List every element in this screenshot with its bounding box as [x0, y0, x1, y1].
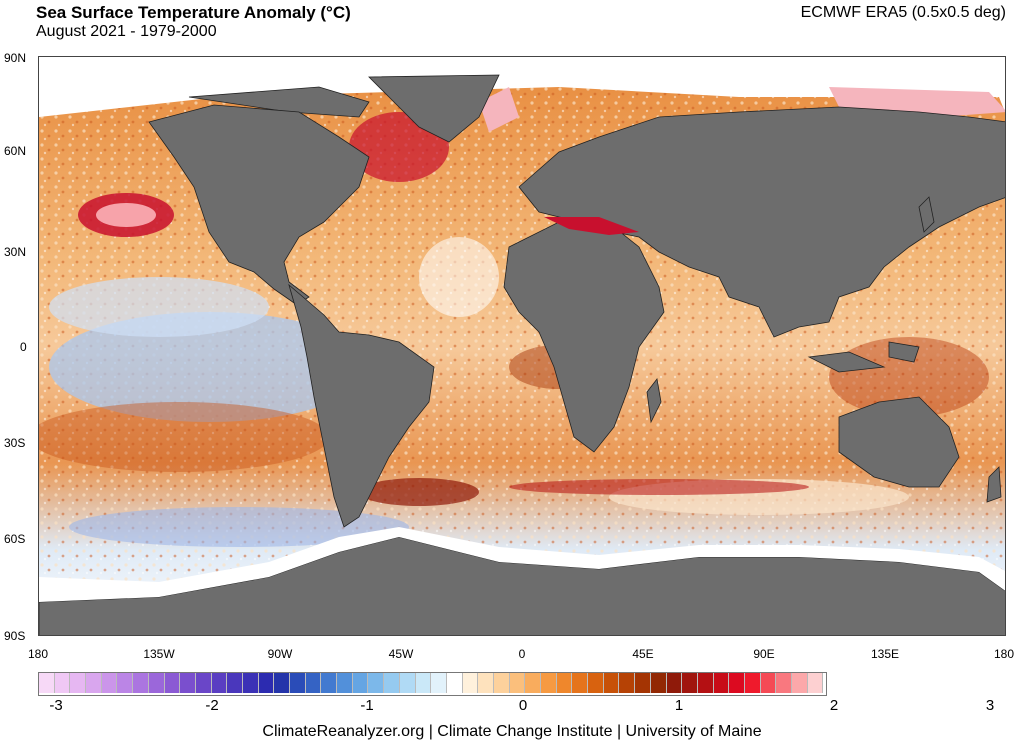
colorbar-swatch [744, 673, 761, 693]
colorbar-swatch [431, 673, 447, 693]
colorbar-swatch [493, 673, 510, 693]
colorbar-swatch [148, 673, 165, 693]
lat-label-30s: 30S [4, 436, 26, 450]
lon-label-45w: 45W [388, 647, 414, 661]
colorbar-swatch [541, 673, 557, 693]
colorbar-swatch [70, 673, 87, 693]
colorbar-swatch [776, 673, 792, 693]
colorbar-swatch [650, 673, 667, 693]
colorbar-swatch [368, 673, 385, 693]
land [39, 74, 1005, 635]
colorbar-tick-neg2: -2 [205, 697, 219, 714]
colorbar-swatch [39, 673, 55, 693]
colorbar-swatch [101, 673, 118, 693]
colorbar-swatch [384, 673, 400, 693]
lat-label-30n: 30N [4, 245, 27, 259]
colorbar-tick-3: 3 [985, 697, 995, 714]
lon-label-180e: 180 [993, 647, 1015, 661]
cool-anomaly-east-pacific [49, 312, 369, 422]
colorbar-swatch [697, 673, 714, 693]
colorbar-tick-0: 0 [518, 697, 528, 714]
colorbar-swatch [807, 673, 824, 693]
colorbar-swatch [290, 673, 306, 693]
colorbar-swatch [635, 673, 651, 693]
credits-footer: ClimateReanalyzer.org | Climate Change I… [262, 723, 762, 740]
lon-label-135w: 135W [143, 647, 175, 661]
colorbar-swatch [337, 673, 353, 693]
data-source: ECMWF ERA5 (0.5x0.5 deg) [800, 4, 1006, 21]
colorbar-swatch [399, 673, 416, 693]
lat-label-90s: 90S [4, 629, 26, 643]
map-title: Sea Surface Temperature Anomaly (°C) [36, 3, 351, 22]
world-map [39, 57, 1005, 635]
lon-label-90e: 90E [753, 647, 775, 661]
lat-label-90n: 90N [4, 51, 27, 65]
colorbar-swatch [86, 673, 102, 693]
colorbar-swatch [713, 673, 730, 693]
colorbar-swatch [195, 673, 212, 693]
map-panel [38, 56, 1006, 636]
colorbar-swatch [446, 673, 463, 693]
colorbar-tick-neg3: -3 [49, 697, 63, 714]
colorbar-swatch [415, 673, 432, 693]
lon-label-90w: 90W [267, 647, 293, 661]
colorbar-swatch [180, 673, 196, 693]
colorbar-swatch [133, 673, 149, 693]
colorbar-swatch [211, 673, 228, 693]
colorbar-tick-neg1: -1 [360, 697, 374, 714]
colorbar-swatch [54, 673, 71, 693]
colorbar-swatch [352, 673, 369, 693]
map-subtitle: August 2021 - 1979-2000 [36, 23, 217, 40]
lon-label-0: 0 [518, 647, 526, 661]
lon-label-45e: 45E [632, 647, 654, 661]
colorbar-swatch [462, 673, 479, 693]
colorbar-swatch [556, 673, 573, 693]
colorbar-swatch [478, 673, 494, 693]
colorbar-swatch [619, 673, 636, 693]
colorbar [38, 672, 827, 696]
colorbar-swatch [509, 673, 526, 693]
colorbar-swatch [603, 673, 620, 693]
colorbar-swatch [666, 673, 683, 693]
lon-label-135e: 135E [870, 647, 900, 661]
colorbar-swatch [321, 673, 338, 693]
lon-label-180w: 180 [27, 647, 49, 661]
colorbar-tick-2: 2 [829, 697, 839, 714]
colorbar-swatch [525, 673, 541, 693]
colorbar-swatch [729, 673, 745, 693]
colorbar-swatch [305, 673, 322, 693]
colorbar-swatch [258, 673, 275, 693]
colorbar-swatch [164, 673, 181, 693]
colorbar-swatch [572, 673, 589, 693]
lat-label-eq: 0 [20, 340, 27, 354]
colorbar-swatch [792, 673, 808, 693]
colorbar-swatch [760, 673, 777, 693]
colorbar-tick-1: 1 [674, 697, 684, 714]
lat-label-60s: 60S [4, 532, 26, 546]
colorbar-swatch [242, 673, 259, 693]
colorbar-swatch [682, 673, 698, 693]
lat-label-60n: 60N [4, 144, 27, 158]
colorbar-swatch [588, 673, 604, 693]
colorbar-swatch [274, 673, 290, 693]
colorbar-swatch [227, 673, 243, 693]
colorbar-swatch [117, 673, 134, 693]
